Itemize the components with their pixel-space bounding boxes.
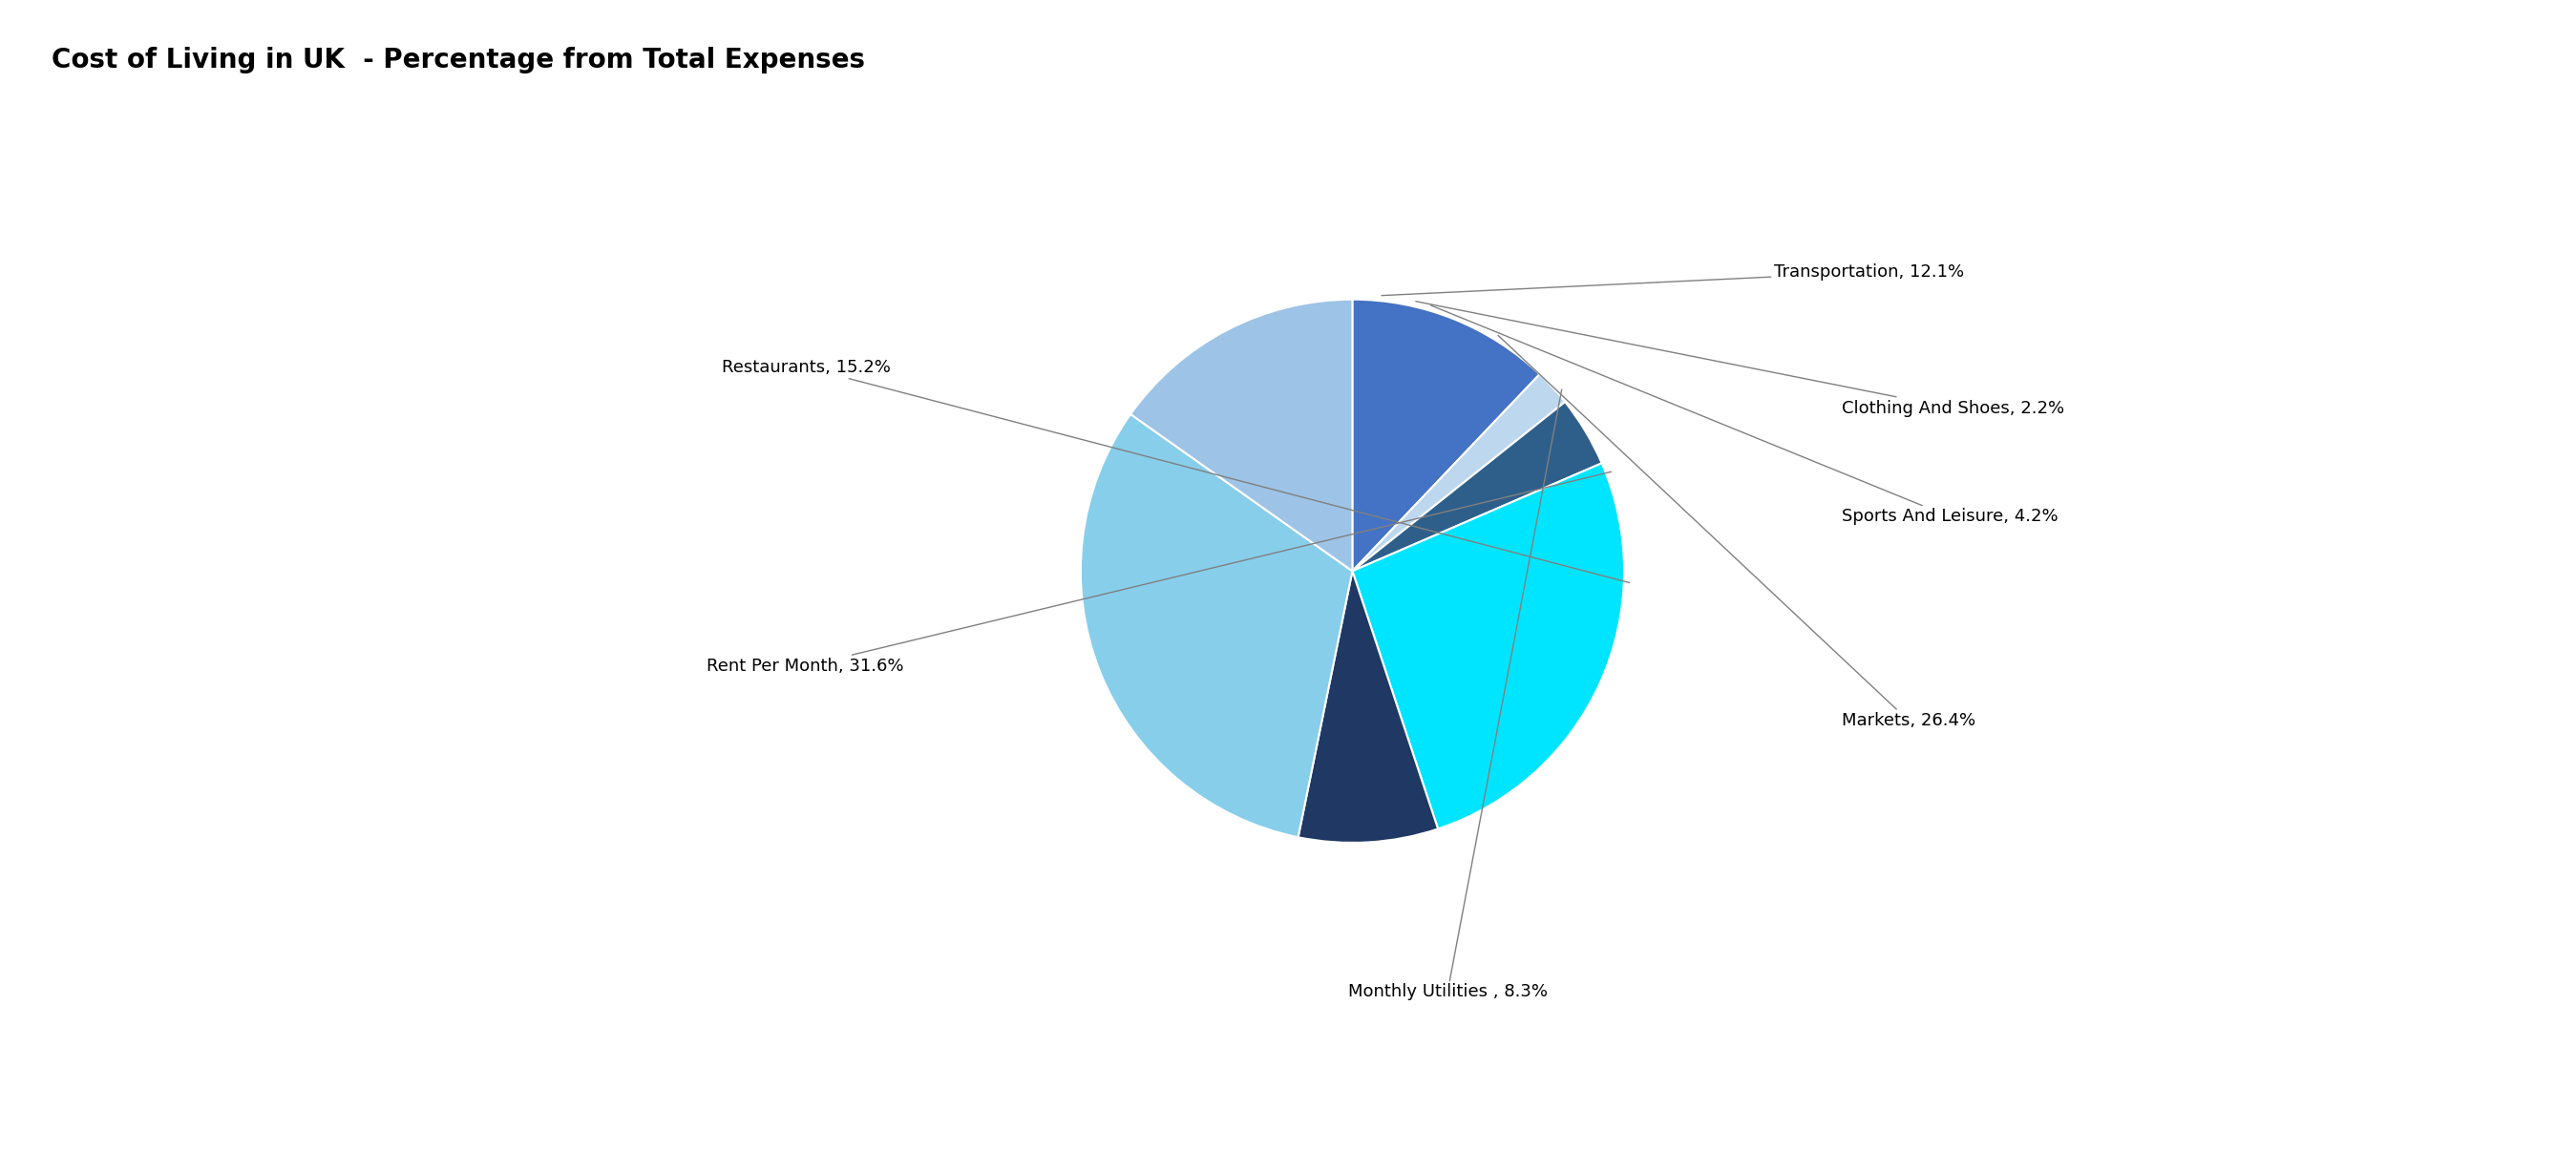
Text: Rent Per Month, 31.6%: Rent Per Month, 31.6% [706,472,1610,674]
Wedge shape [1082,414,1352,838]
Text: Transportation, 12.1%: Transportation, 12.1% [1381,264,1963,296]
Wedge shape [1352,402,1602,571]
Text: Monthly Utilities , 8.3%: Monthly Utilities , 8.3% [1347,389,1561,1001]
Text: Cost of Living in UK  - Percentage from Total Expenses: Cost of Living in UK - Percentage from T… [52,47,866,74]
Wedge shape [1298,571,1437,842]
Text: Restaurants, 15.2%: Restaurants, 15.2% [721,359,1631,583]
Text: Markets, 26.4%: Markets, 26.4% [1499,335,1976,730]
Wedge shape [1352,374,1566,571]
Wedge shape [1352,299,1540,571]
Text: Sports And Leisure, 4.2%: Sports And Leisure, 4.2% [1430,305,2058,526]
Text: Clothing And Shoes, 2.2%: Clothing And Shoes, 2.2% [1417,301,2063,416]
Wedge shape [1131,299,1352,571]
Wedge shape [1352,463,1623,829]
